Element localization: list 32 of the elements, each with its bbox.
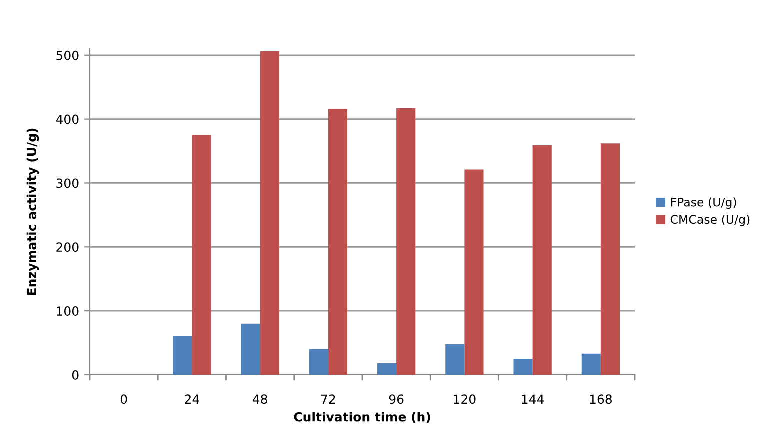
bar [600, 144, 620, 375]
x-tick-label: 168 [590, 394, 612, 404]
x-tick-label: 48 [252, 394, 268, 404]
bar [328, 109, 348, 375]
legend-label: FPase (U/g) [671, 198, 736, 210]
bar [241, 324, 260, 375]
x-axis-title: Cultivation time (h) [294, 412, 430, 424]
bar [396, 108, 416, 375]
x-tick-label: 120 [454, 394, 476, 404]
bar [173, 336, 192, 375]
x-tick-label: 144 [522, 394, 544, 404]
x-tick-label: 72 [322, 394, 336, 404]
bar [446, 344, 465, 375]
y-tick-label: 200 [56, 242, 79, 252]
y-tick-label: 0 [72, 370, 79, 380]
y-tick-label: 100 [57, 306, 79, 316]
bar [582, 354, 601, 375]
bar [514, 359, 533, 375]
y-axis-title: Enzymatic activity (U/g) [26, 128, 40, 296]
bar [309, 349, 328, 375]
legend-label: CMCase (U/g) [670, 214, 750, 226]
bar [464, 170, 484, 375]
bar [192, 135, 212, 375]
x-tick-label: 24 [185, 394, 200, 404]
x-tick-label: 0 [120, 394, 128, 404]
bar [532, 146, 552, 375]
y-tick-label: 400 [56, 114, 79, 124]
y-tick-label: 500 [56, 50, 79, 60]
y-tick-label: 300 [56, 178, 79, 188]
bar [377, 363, 397, 375]
bar [260, 52, 280, 375]
x-tick-label: 96 [389, 394, 404, 404]
